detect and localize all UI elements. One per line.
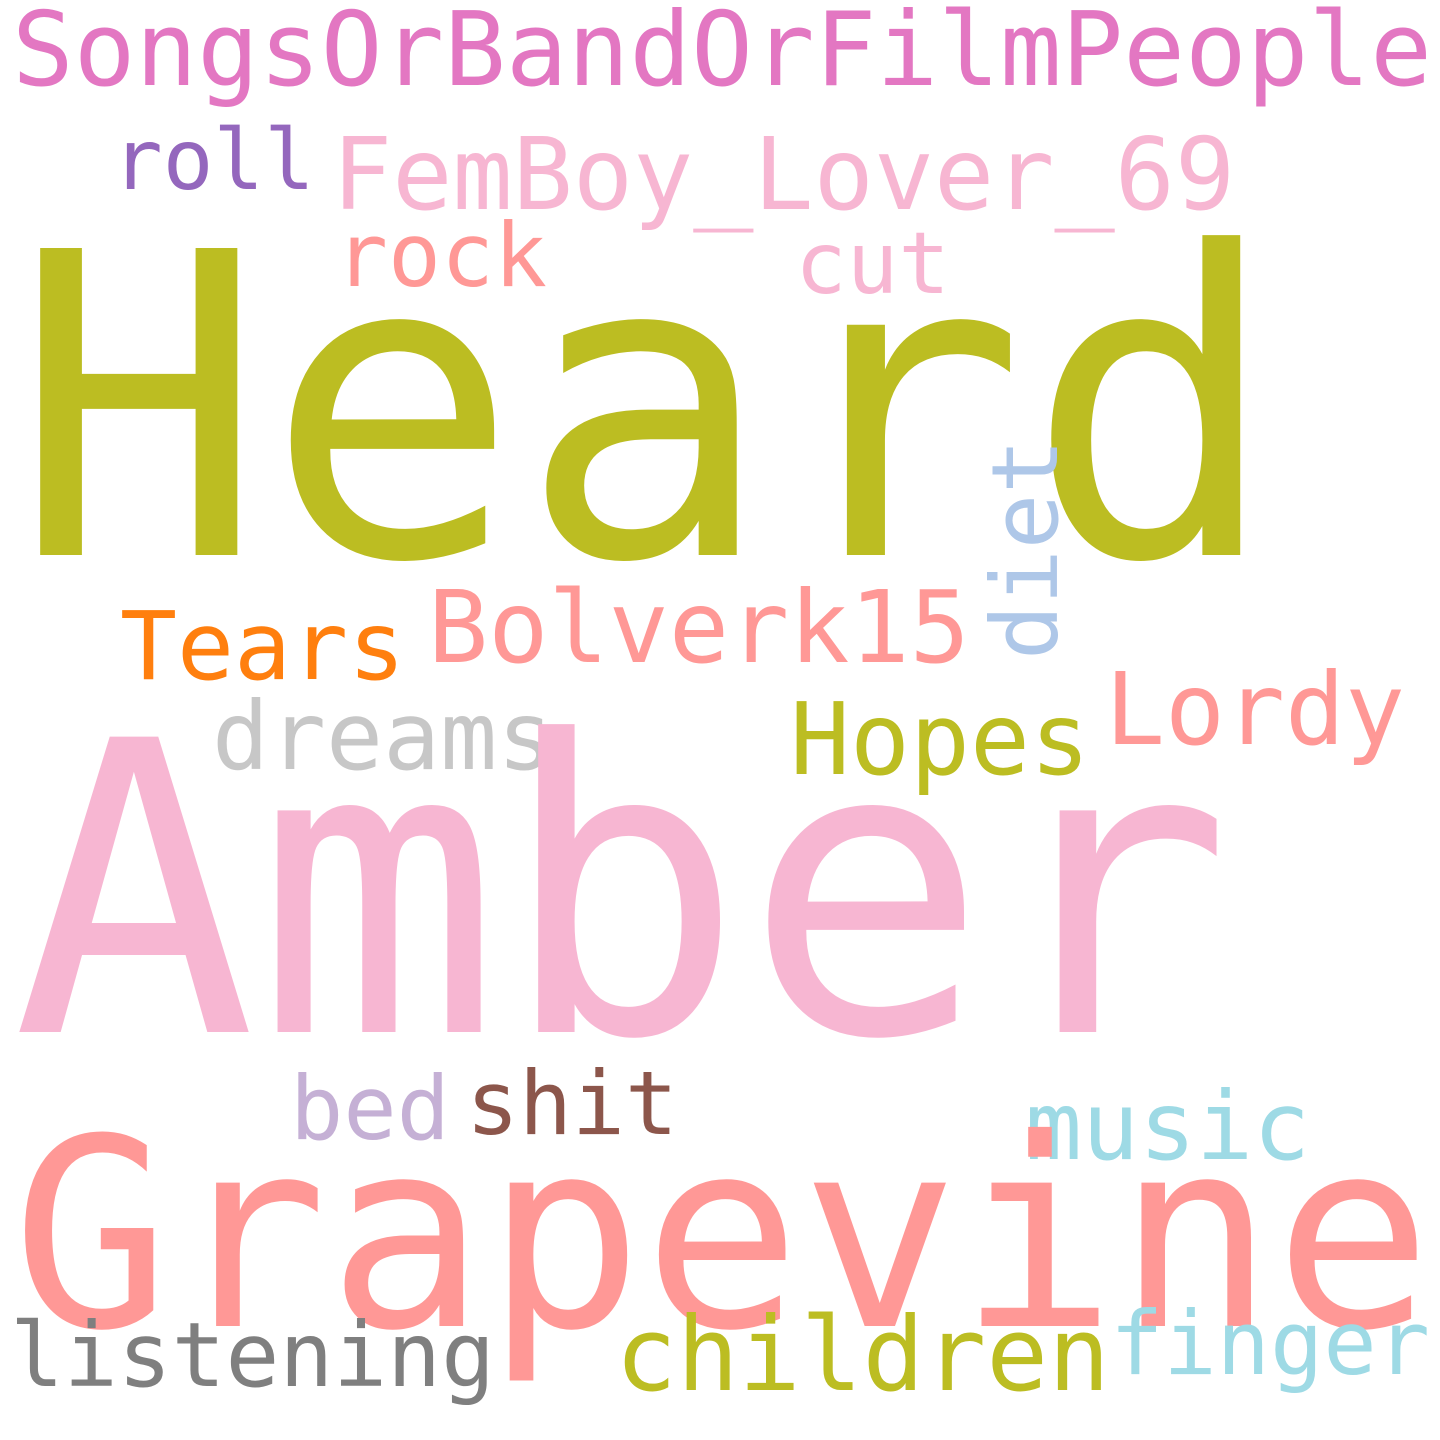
word-children: children xyxy=(615,1296,1110,1415)
word-hopes: Hopes xyxy=(790,681,1090,798)
word-listening: listening xyxy=(10,1304,495,1408)
word-grapevine: Grapevine xyxy=(12,1083,1433,1388)
word-tears: Tears xyxy=(120,592,406,702)
word-finger: finger xyxy=(1110,1292,1430,1395)
word-shit: shit xyxy=(466,1052,678,1155)
word-rock: rock xyxy=(335,204,547,307)
word-bed: bed xyxy=(290,1057,450,1160)
word-music: music xyxy=(1025,1072,1311,1182)
word-cut: cut xyxy=(795,214,950,314)
word-lordy: Lordy xyxy=(1105,651,1405,768)
word-heard: Heard xyxy=(12,165,1280,655)
word-bolverk15: Bolverk15 xyxy=(428,569,970,686)
word-diet: diet xyxy=(972,438,1079,660)
word-roll: roll xyxy=(112,111,315,209)
word-amber: Amber xyxy=(12,656,1232,1128)
word-femboy-lover-69: FemBoy_Lover_69 xyxy=(332,116,1236,233)
word-dreams: dreams xyxy=(212,682,555,792)
word-songsorbandorfilmpeople: SongsOrBandOrFilmPeople xyxy=(12,0,1432,110)
